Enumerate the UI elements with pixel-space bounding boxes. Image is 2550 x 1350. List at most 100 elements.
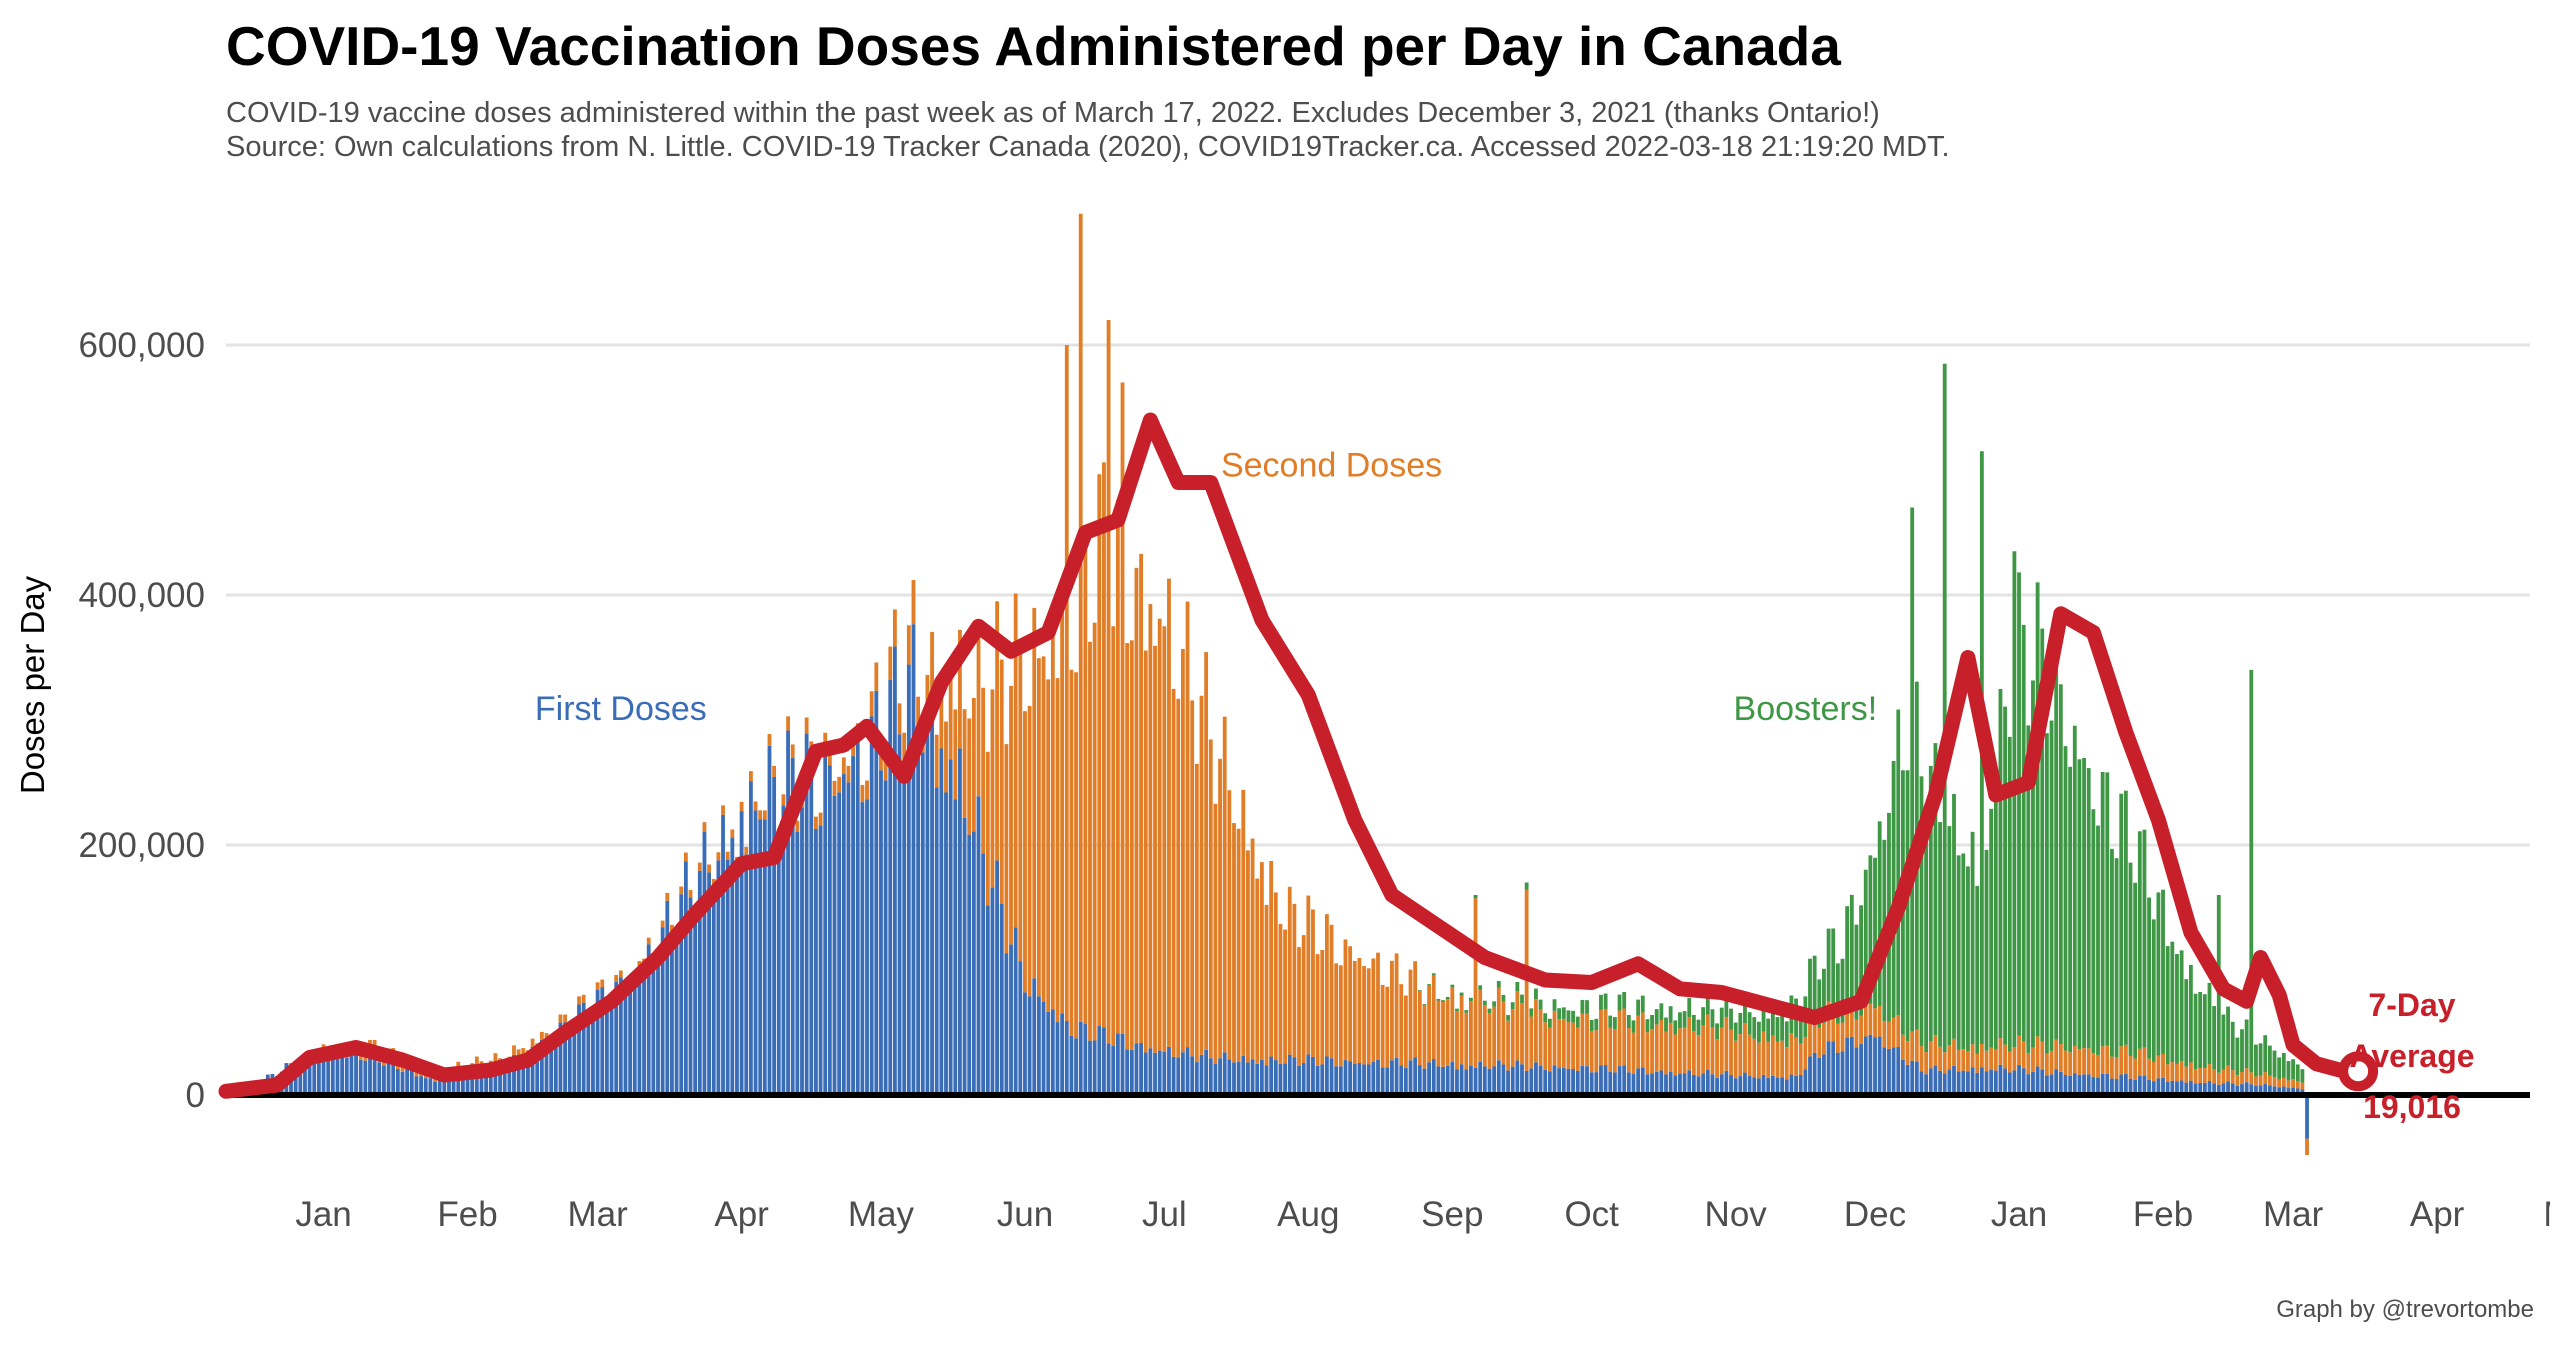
second-dose-bar bbox=[688, 889, 693, 898]
first-dose-bar bbox=[2026, 1074, 2031, 1095]
first-dose-bar bbox=[2207, 1080, 2212, 1095]
chart-source: Source: Own calculations from N. Little.… bbox=[226, 131, 1950, 163]
second-dose-bar bbox=[1835, 1023, 1840, 1053]
first-dose-bar bbox=[451, 1077, 456, 1095]
first-dose-bar bbox=[1357, 1062, 1362, 1095]
first-dose-bar bbox=[1766, 1077, 1771, 1095]
booster-bar bbox=[2012, 551, 2017, 1048]
second-dose-bar bbox=[1004, 744, 1009, 954]
second-dose-bar bbox=[1678, 1028, 1682, 1074]
booster-bar bbox=[2156, 892, 2161, 1056]
second-dose-bar bbox=[925, 674, 930, 718]
first-dose-bar bbox=[948, 759, 953, 1095]
second-dose-bar bbox=[1241, 789, 1246, 1056]
booster-bar bbox=[1640, 995, 1645, 1013]
second-dose-bar bbox=[860, 784, 865, 803]
second-dose-bar bbox=[944, 721, 948, 793]
first-dose-bar bbox=[1547, 1071, 1552, 1095]
second-dose-bar bbox=[823, 732, 828, 750]
first-dose-bar bbox=[2072, 1073, 2077, 1095]
first-dose-bar bbox=[2221, 1083, 2226, 1095]
second-dose-bar bbox=[2114, 1057, 2119, 1080]
second-dose-bar bbox=[1933, 1035, 1938, 1066]
second-dose-bar bbox=[1575, 1027, 1580, 1071]
first-dose-bar bbox=[1264, 1065, 1269, 1095]
first-dose-bar bbox=[1371, 1061, 1376, 1095]
second-dose-bar bbox=[646, 937, 651, 945]
first-dose-bar bbox=[1887, 1048, 1891, 1095]
second-dose-bar bbox=[1176, 698, 1181, 1058]
first-dose-bar bbox=[498, 1067, 502, 1095]
first-dose-bar bbox=[2161, 1077, 2165, 1095]
second-dose-bar bbox=[2105, 1045, 2110, 1074]
second-dose-bar bbox=[1956, 1049, 1961, 1072]
bar-series bbox=[224, 213, 2309, 1155]
second-dose-bar bbox=[1566, 1022, 1571, 1069]
second-dose-bar bbox=[2068, 1052, 2073, 1076]
second-dose-bar bbox=[1171, 688, 1176, 1057]
second-dose-bar bbox=[1715, 1039, 1720, 1078]
second-dose-bar bbox=[2291, 1079, 2296, 1088]
first-dose-bar bbox=[344, 1057, 349, 1095]
first-dose-bar bbox=[1510, 1066, 1515, 1095]
first-dose-bar bbox=[1255, 1063, 1260, 1095]
first-dose-bar bbox=[1213, 1064, 1218, 1095]
booster-bar bbox=[2202, 994, 2207, 1068]
first-dose-bar bbox=[484, 1074, 489, 1095]
booster-bar bbox=[1952, 793, 1956, 1039]
second-dose-bar bbox=[1756, 1042, 1761, 1079]
booster-bar bbox=[2240, 1029, 2244, 1073]
second-dose-bar bbox=[1529, 1016, 1534, 1069]
second-dose-bar bbox=[1009, 685, 1013, 945]
booster-bar bbox=[1975, 885, 1980, 1054]
second-dose-bar bbox=[2193, 1069, 2198, 1084]
booster-bar bbox=[1733, 1022, 1738, 1041]
second-dose-bar bbox=[1102, 462, 1106, 1028]
first-dose-bar bbox=[516, 1057, 521, 1095]
second-dose-bar bbox=[2151, 1061, 2156, 1082]
second-dose-bar bbox=[558, 1014, 563, 1023]
first-dose-bar bbox=[1882, 1047, 1887, 1095]
first-dose-bar bbox=[753, 810, 758, 1095]
first-dose-bar bbox=[1060, 1013, 1065, 1095]
first-dose-bar bbox=[2049, 1074, 2054, 1095]
first-dose-bar bbox=[1812, 1052, 1817, 1095]
first-dose-bar bbox=[1167, 1046, 1171, 1095]
first-dose-bar bbox=[1422, 1068, 1427, 1095]
first-dose-bar bbox=[683, 861, 688, 1095]
first-dose-bar bbox=[1492, 1066, 1497, 1095]
second-dose-bar bbox=[1018, 649, 1023, 962]
second-dose-bar bbox=[1250, 838, 1255, 1060]
booster-bar bbox=[2286, 1061, 2291, 1081]
booster-bar bbox=[1427, 984, 1432, 986]
first-dose-bar bbox=[363, 1060, 368, 1095]
first-dose-bar bbox=[1487, 1068, 1492, 1095]
second-dose-bar bbox=[1998, 1038, 2003, 1065]
second-dose-bar bbox=[739, 801, 744, 812]
first-dose-bar bbox=[1004, 953, 1009, 1095]
booster-bar bbox=[1956, 855, 1961, 1050]
second-dose-bar bbox=[1352, 960, 1357, 1065]
second-dose-bar bbox=[2035, 1036, 2040, 1067]
first-dose-bar bbox=[1571, 1069, 1576, 1095]
first-dose-bar bbox=[2175, 1081, 2179, 1095]
second-dose-bar bbox=[1134, 567, 1139, 1044]
first-dose-bar bbox=[437, 1078, 442, 1095]
first-dose-bar bbox=[883, 780, 888, 1095]
booster-bar bbox=[1622, 991, 1627, 1009]
booster-bar bbox=[1631, 1020, 1636, 1033]
booster-bar bbox=[1961, 853, 1966, 1050]
first-dose-bar bbox=[1320, 1064, 1325, 1095]
first-dose-bar bbox=[609, 1008, 614, 1095]
first-dose-bar bbox=[1097, 1025, 1102, 1095]
first-dose-bar bbox=[855, 742, 860, 1095]
second-dose-bar bbox=[1055, 678, 1060, 1023]
booster-bar bbox=[1775, 1017, 1780, 1042]
booster-bar bbox=[2165, 946, 2170, 1065]
second-dose-bar bbox=[1673, 1034, 1678, 1076]
second-dose-bar bbox=[1659, 1019, 1664, 1071]
booster-bar bbox=[1464, 1010, 1469, 1013]
booster-bar bbox=[1561, 1007, 1566, 1019]
average-label-line: 19,016 bbox=[2363, 1089, 2461, 1125]
booster-bar bbox=[2007, 736, 2012, 1052]
